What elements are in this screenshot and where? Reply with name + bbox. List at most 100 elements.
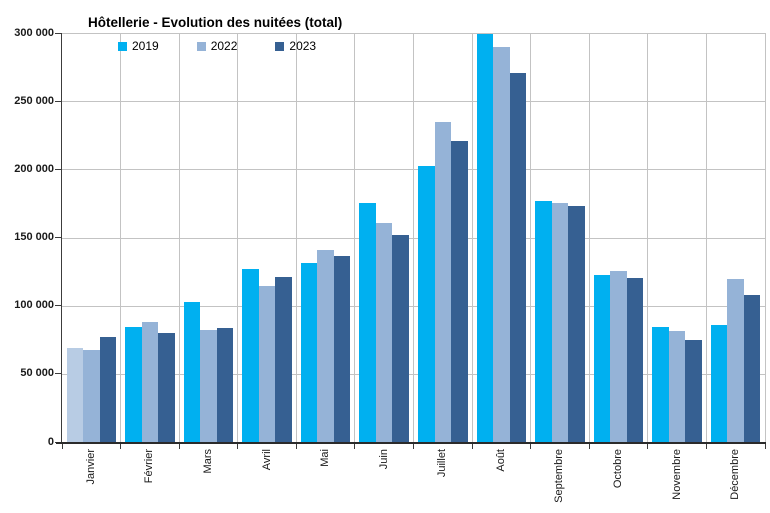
gridline-vertical: [295, 33, 297, 442]
bar-2019: [66, 347, 84, 442]
bar-group-janvier: [62, 33, 121, 442]
bar-2022: [610, 270, 627, 442]
y-axis-tick: [55, 32, 62, 34]
x-axis-label: Octobre: [612, 449, 625, 489]
bar-2022: [200, 330, 217, 442]
x-axis-label: Juillet: [436, 449, 449, 478]
x-axis-label: Août: [494, 449, 507, 472]
x-axis-tick: [61, 444, 63, 449]
gridline-vertical: [764, 33, 766, 442]
bar-group-mars: [179, 33, 238, 442]
legend-item-2019: 2019: [118, 39, 159, 53]
x-axis-label: Novembre: [670, 449, 683, 500]
bar-2022: [375, 222, 393, 442]
bar-2019: [242, 268, 259, 442]
x-axis-tick: [237, 444, 239, 449]
bar-2019: [710, 325, 728, 442]
bar-group-novembre: [648, 33, 707, 442]
bar-2019: [476, 34, 494, 442]
legend-item-2022: 2022: [196, 39, 238, 53]
x-axis-tick: [705, 444, 707, 449]
gridline-vertical: [705, 33, 707, 442]
bar-2022: [727, 279, 744, 442]
x-axis-label: Septembre: [553, 449, 566, 503]
legend: 2019 2022 2023: [118, 39, 316, 53]
x-axis-tick: [178, 444, 180, 449]
x-axis-tick: [295, 444, 297, 449]
x-axis-line: [56, 442, 766, 444]
y-axis-tick: [55, 168, 62, 170]
x-axis-label: Juin: [377, 449, 390, 470]
bar-2023: [275, 277, 292, 442]
legend-label-2019: 2019: [132, 39, 159, 53]
bar-2023: [685, 339, 702, 442]
y-axis-tick: [55, 237, 62, 238]
x-axis-tick: [588, 444, 590, 449]
plot-area: [62, 33, 766, 442]
gridline-vertical: [647, 33, 649, 442]
y-axis-tick: [55, 373, 62, 375]
bar-group-juillet: [414, 33, 473, 442]
bar-group-septembre: [531, 33, 590, 442]
x-axis-tick: [471, 444, 473, 449]
y-axis-label: 0: [47, 435, 54, 448]
bar-group-juin: [355, 33, 414, 442]
bar-2022: [434, 122, 452, 442]
bar-2022: [668, 330, 686, 442]
y-axis-tick: [55, 100, 62, 102]
x-axis-label: Mars: [201, 449, 214, 474]
x-axis-tick: [354, 444, 356, 449]
bar-2022: [493, 46, 510, 442]
y-axis-label: 300 000: [14, 26, 54, 39]
x-axis-label: Mai: [319, 449, 332, 467]
x-axis-label: Janvier: [84, 449, 97, 485]
bar-2023: [99, 337, 117, 442]
gridline-vertical: [471, 33, 473, 442]
bar-2023: [743, 294, 761, 442]
y-axis-line: [61, 33, 62, 442]
gridline-vertical: [413, 33, 414, 442]
bar-group-décembre: [706, 33, 765, 442]
bar-group-août: [472, 33, 531, 442]
gridline-vertical: [178, 33, 180, 442]
bar-2023: [216, 328, 234, 442]
bar-2023: [333, 255, 351, 442]
bar-2019: [593, 275, 611, 442]
x-axis-tick: [764, 444, 766, 449]
x-axis-tick: [530, 444, 532, 449]
x-axis-tick: [413, 444, 414, 449]
bar-2019: [125, 326, 142, 442]
legend-swatch-2023-icon: [275, 41, 285, 51]
bar-2023: [568, 206, 585, 442]
bar-2019: [652, 326, 669, 442]
bar-2022: [83, 349, 100, 442]
x-axis-label: Avril: [260, 449, 273, 471]
legend-label-2022: 2022: [210, 39, 238, 53]
y-axis-label: 200 000: [14, 162, 54, 175]
bar-2023: [451, 140, 468, 442]
bar-group-avril: [238, 33, 297, 442]
gridline-vertical: [588, 33, 590, 442]
x-axis-label: Février: [143, 449, 156, 484]
gridline-vertical: [237, 33, 239, 442]
bar-2023: [392, 235, 409, 442]
bar-2023: [626, 278, 644, 442]
bar-group-mai: [296, 33, 355, 442]
y-axis-label: 250 000: [14, 94, 54, 107]
bar-2019: [418, 165, 435, 442]
x-axis-tick: [120, 444, 122, 449]
y-axis-label: 50 000: [20, 367, 54, 380]
legend-label-2023: 2023: [289, 39, 317, 53]
bar-2022: [551, 202, 569, 442]
bar-2019: [183, 302, 201, 442]
y-axis-tick: [55, 305, 62, 307]
y-axis-label: 150 000: [14, 231, 54, 243]
gridline-vertical: [530, 33, 532, 442]
bar-2023: [158, 332, 175, 442]
bar-group-octobre: [589, 33, 648, 442]
chart-title: Hôtellerie - Evolution des nuitées (tota…: [88, 15, 343, 30]
legend-swatch-2022-icon: [196, 41, 206, 51]
bar-2023: [509, 73, 527, 442]
x-axis-label: Décembre: [729, 449, 742, 500]
